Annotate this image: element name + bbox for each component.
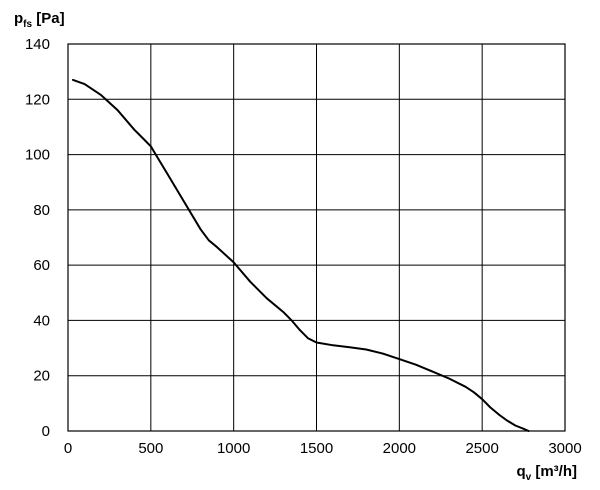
y-tick-labels: 0 20 40 60 80 100 120 140 <box>25 36 50 440</box>
y-tick-label: 140 <box>25 36 50 53</box>
grid-lines <box>67 43 566 432</box>
y-axis-title-sub: fs <box>23 19 32 30</box>
y-tick-label: 80 <box>33 202 50 219</box>
y-tick-label: 120 <box>25 91 50 108</box>
y-axis-title-unit: [Pa] <box>32 10 65 27</box>
x-tick-label: 500 <box>138 440 163 457</box>
x-axis-title-main: q <box>516 463 525 480</box>
y-tick-label: 20 <box>33 368 50 385</box>
y-axis-title-main: p <box>14 10 23 27</box>
x-tick-label: 1000 <box>217 440 250 457</box>
x-axis-title: qv [m³/h] <box>516 463 577 483</box>
x-tick-label: 3000 <box>548 440 581 457</box>
x-axis-title-sub: v <box>526 472 532 483</box>
plot-frame <box>67 43 566 432</box>
y-tick-label: 40 <box>33 312 50 329</box>
x-tick-label: 2500 <box>465 440 498 457</box>
x-tick-label: 2000 <box>383 440 416 457</box>
x-tick-label: 1500 <box>300 440 333 457</box>
x-tick-labels: 0 500 1000 1500 2000 2500 3000 <box>64 440 582 457</box>
x-tick-label: 0 <box>64 440 72 457</box>
y-tick-label: 60 <box>33 257 50 274</box>
y-axis-title: pfs [Pa] <box>14 10 65 30</box>
y-tick-label: 0 <box>42 423 50 440</box>
y-tick-label: 100 <box>25 147 50 164</box>
x-axis-title-unit: [m³/h] <box>531 463 577 480</box>
pressure-flow-curve <box>72 78 530 432</box>
